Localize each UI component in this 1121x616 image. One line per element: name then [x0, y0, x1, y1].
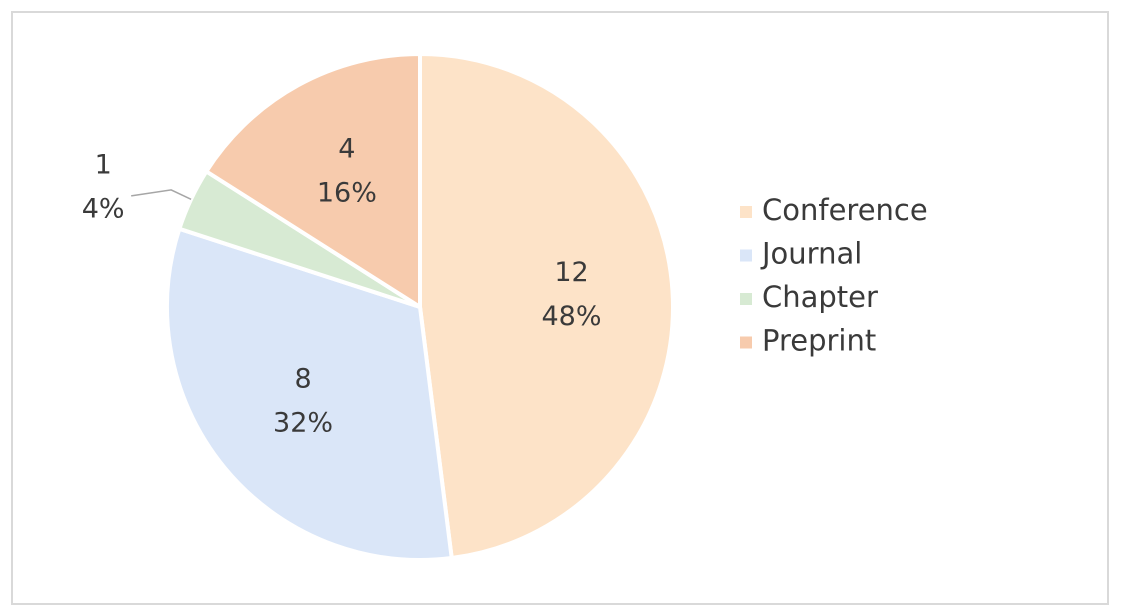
- data-label-count: 1: [95, 149, 112, 180]
- legend-label: Chapter: [762, 280, 878, 314]
- legend-label: Journal: [760, 237, 862, 271]
- legend-swatch: [740, 206, 752, 218]
- data-label-count: 12: [554, 257, 588, 288]
- leader-line: [131, 189, 192, 200]
- legend-swatch: [740, 249, 752, 262]
- legend-swatch: [740, 293, 752, 305]
- data-label-count: 4: [338, 133, 355, 164]
- pie-slice: [203, 51, 422, 311]
- data-label-count: 8: [294, 363, 311, 394]
- data-label-percent: 48%: [541, 301, 601, 332]
- legend-label: Preprint: [762, 324, 876, 358]
- legend-label: Conference: [762, 193, 928, 227]
- data-label-percent: 4%: [82, 193, 125, 224]
- data-label-percent: 16%: [317, 177, 377, 208]
- legend-swatch: [740, 336, 752, 349]
- pie-slice: [418, 51, 675, 561]
- pie-slice: [165, 226, 454, 562]
- data-label-percent: 32%: [273, 407, 333, 438]
